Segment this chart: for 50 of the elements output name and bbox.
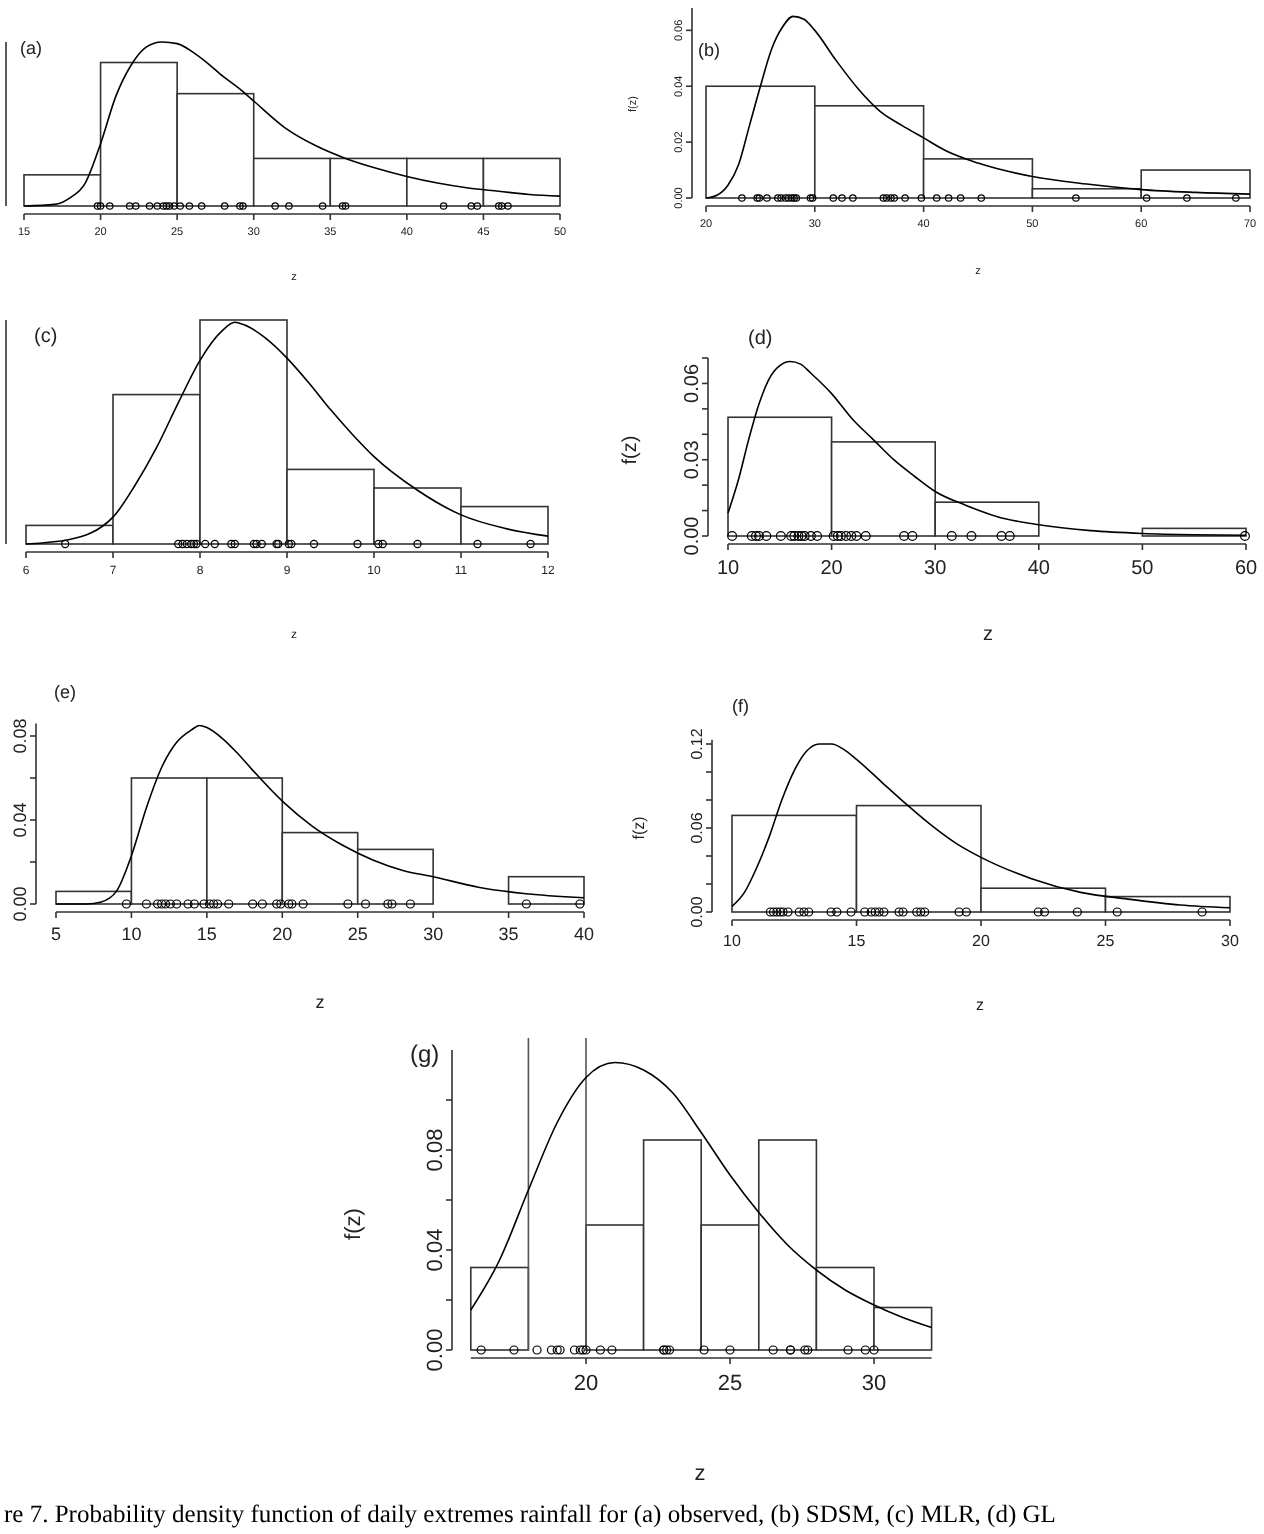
x-tick-label: 20: [272, 924, 293, 944]
y-tick-label: 0.00: [10, 886, 30, 922]
text: re 7. Probability density function of daily extremes rainfall for (a) observed, (b) SDSM, (c) MLR, (d) GL: [4, 1500, 1056, 1528]
x-tick-label: 20: [820, 558, 844, 580]
x-tick-label: 5: [50, 924, 62, 944]
y-tick-label: 0.00: [424, 1328, 448, 1372]
x-tick-label: 30: [423, 924, 444, 944]
x-tick-label: 10: [121, 924, 142, 944]
x-axis-title: z: [694, 1462, 706, 1486]
x-axis-title: z: [976, 996, 984, 1014]
y-tick-label: 0.08: [424, 1128, 448, 1172]
y-tick-label: 0.04: [10, 802, 30, 838]
y-tick-label: 0.06: [688, 811, 706, 844]
x-axis-title: z: [315, 992, 326, 1012]
x-tick-label: 60: [1234, 558, 1258, 580]
y-tick-label: 0.12: [688, 727, 706, 760]
x-tick-label: 35: [498, 924, 519, 944]
x-tick-label: 10: [723, 932, 742, 950]
x-tick-label: 40: [1027, 558, 1051, 580]
chart-title: (d): [748, 328, 773, 350]
x-axis-title: z: [983, 624, 993, 646]
y-axis-title: f(z): [342, 1208, 366, 1240]
x-tick-label: 30: [924, 558, 948, 580]
chart-title: (c): [34, 326, 58, 348]
chart-title: (f): [732, 696, 749, 716]
y-tick-label: 0.00: [682, 515, 704, 556]
chart-title: (a): [20, 38, 42, 58]
y-axis-title: f(z): [620, 435, 642, 465]
x-tick-label: 25: [347, 924, 368, 944]
x-tick-label: 20: [972, 932, 991, 950]
x-tick-label: 50: [1131, 558, 1155, 580]
x-tick-label: 25: [717, 1372, 743, 1396]
chart-title: (e): [54, 682, 76, 702]
y-tick-label: 0.00: [688, 895, 706, 928]
x-tick-label: 30: [861, 1372, 887, 1396]
x-tick-label: 15: [196, 924, 217, 944]
x-tick-label: 20: [573, 1372, 599, 1396]
y-axis-title: f(z): [630, 815, 648, 840]
x-tick-label: 30: [1221, 932, 1240, 950]
y-tick-label: 0.03: [682, 439, 704, 480]
x-tick-label: 10: [716, 558, 740, 580]
chart-title: (g): [410, 1040, 440, 1068]
x-tick-label: 40: [573, 924, 595, 944]
x-tick-label: 25: [1096, 932, 1116, 950]
y-tick-label: 0.08: [10, 718, 30, 754]
line-series: [731, 743, 1231, 909]
y-tick-label: 0.04: [424, 1228, 448, 1272]
y-tick-label: 0.06: [682, 363, 704, 403]
text: (b): [698, 40, 720, 60]
x-tick-label: 15: [847, 932, 867, 950]
